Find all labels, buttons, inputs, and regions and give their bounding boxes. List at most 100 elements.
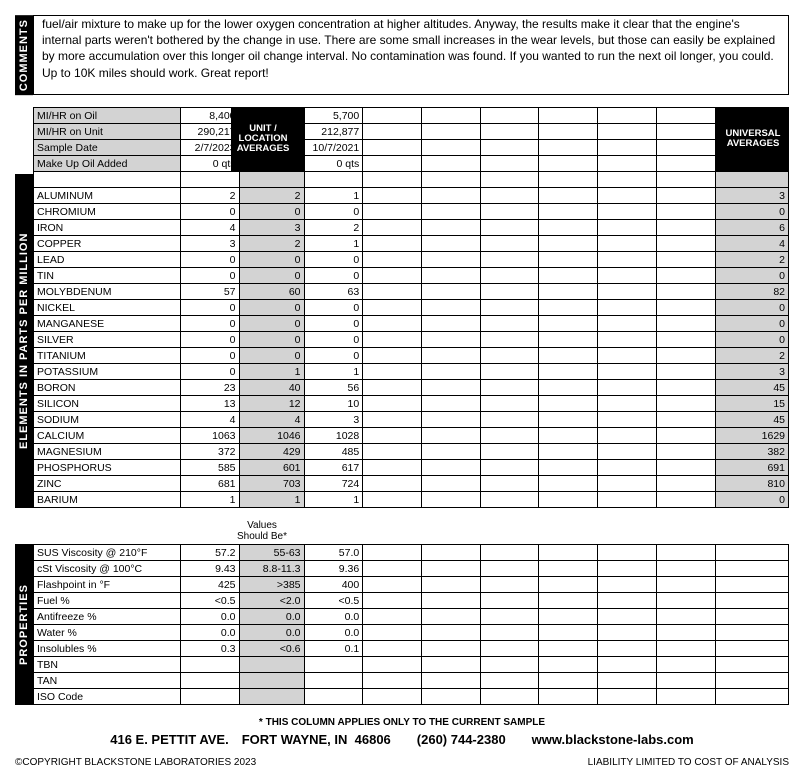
element-row: MANGANESE0000 (34, 316, 789, 332)
element-v1: 1 (180, 492, 239, 508)
element-name: CHROMIUM (34, 204, 181, 220)
element-row: TITANIUM0002 (34, 348, 789, 364)
element-row: BORON23405645 (34, 380, 789, 396)
property-avg: 8.8-11.3 (239, 561, 304, 577)
property-avg (239, 689, 304, 705)
element-v1: 0 (180, 204, 239, 220)
element-name: SILVER (34, 332, 181, 348)
property-v1 (180, 689, 239, 705)
element-name: ALUMINUM (34, 188, 181, 204)
element-v2: 0 (304, 348, 363, 364)
properties-table: SUS Viscosity @ 210°F57.255-6357.0cSt Vi… (33, 544, 789, 705)
element-avg: 0 (239, 332, 304, 348)
element-row: CHROMIUM0000 (34, 204, 789, 220)
element-avg: 2 (239, 188, 304, 204)
element-univ: 0 (715, 316, 788, 332)
element-univ: 0 (715, 268, 788, 284)
element-v2: 10 (304, 396, 363, 412)
comments-text: fuel/air mixture to make up for the lowe… (33, 15, 789, 95)
header-row-label: Make Up Oil Added (34, 156, 181, 172)
property-avg: 0.0 (239, 609, 304, 625)
element-avg: 2 (239, 236, 304, 252)
element-univ: 3 (715, 364, 788, 380)
element-avg: 60 (239, 284, 304, 300)
element-univ: 4 (715, 236, 788, 252)
element-row: MAGNESIUM372429485382 (34, 444, 789, 460)
property-row: Fuel %<0.5<2.0<0.5 (34, 593, 789, 609)
element-row: MOLYBDENUM57606382 (34, 284, 789, 300)
element-avg: 0 (239, 316, 304, 332)
property-avg (239, 673, 304, 689)
element-avg: 601 (239, 460, 304, 476)
property-v1: 0.3 (180, 641, 239, 657)
header-row-label: MI/HR on Unit (34, 124, 181, 140)
element-row: LEAD0002 (34, 252, 789, 268)
element-v2: 0 (304, 316, 363, 332)
element-avg: 0 (239, 348, 304, 364)
element-univ: 691 (715, 460, 788, 476)
property-row: Flashpoint in °F425>385400 (34, 577, 789, 593)
main-data-table: MI/HR on Oil8,4005,700MI/HR on Unit290,2… (33, 107, 789, 508)
unit-location-averages-header: UNIT / LOCATION AVERAGES (231, 107, 295, 171)
property-v2: 0.0 (304, 609, 363, 625)
element-row: COPPER3214 (34, 236, 789, 252)
element-avg: 429 (239, 444, 304, 460)
element-avg: 1 (239, 364, 304, 380)
element-name: POTASSIUM (34, 364, 181, 380)
property-name: Flashpoint in °F (34, 577, 181, 593)
element-univ: 0 (715, 300, 788, 316)
property-name: Water % (34, 625, 181, 641)
property-name: TBN (34, 657, 181, 673)
property-row: Insolubles %0.3<0.60.1 (34, 641, 789, 657)
property-v2 (304, 689, 363, 705)
property-row: ISO Code (34, 689, 789, 705)
element-avg: 3 (239, 220, 304, 236)
element-v1: 57 (180, 284, 239, 300)
element-avg: 0 (239, 252, 304, 268)
element-v2: 0 (304, 204, 363, 220)
element-v1: 23 (180, 380, 239, 396)
element-row: CALCIUM1063104610281629 (34, 428, 789, 444)
element-v2: 0 (304, 252, 363, 268)
property-v1: <0.5 (180, 593, 239, 609)
property-avg: >385 (239, 577, 304, 593)
element-v2: 1 (304, 236, 363, 252)
property-name: SUS Viscosity @ 210°F (34, 545, 181, 561)
element-row: ALUMINUM2213 (34, 188, 789, 204)
element-v2: 0 (304, 332, 363, 348)
element-v2: 1 (304, 492, 363, 508)
property-v1: 0.0 (180, 609, 239, 625)
element-name: TIN (34, 268, 181, 284)
element-v1: 0 (180, 268, 239, 284)
element-univ: 6 (715, 220, 788, 236)
element-v2: 63 (304, 284, 363, 300)
header-val-2: 5,700 (304, 108, 363, 124)
element-univ: 382 (715, 444, 788, 460)
property-v1: 57.2 (180, 545, 239, 561)
property-v2 (304, 657, 363, 673)
element-univ: 810 (715, 476, 788, 492)
element-univ: 45 (715, 380, 788, 396)
property-name: cSt Viscosity @ 100°C (34, 561, 181, 577)
element-v2: 1028 (304, 428, 363, 444)
element-row: SODIUM44345 (34, 412, 789, 428)
element-name: BORON (34, 380, 181, 396)
header-row-label: Sample Date (34, 140, 181, 156)
element-avg: 1 (239, 492, 304, 508)
element-univ: 45 (715, 412, 788, 428)
property-avg (239, 657, 304, 673)
property-row: SUS Viscosity @ 210°F57.255-6357.0 (34, 545, 789, 561)
property-v2: 0.0 (304, 625, 363, 641)
element-avg: 0 (239, 300, 304, 316)
element-v1: 3 (180, 236, 239, 252)
element-name: MANGANESE (34, 316, 181, 332)
element-name: BARIUM (34, 492, 181, 508)
element-row: POTASSIUM0113 (34, 364, 789, 380)
header-val-2: 0 qts (304, 156, 363, 172)
element-avg: 40 (239, 380, 304, 396)
property-v1 (180, 657, 239, 673)
liability-text: LIABILITY LIMITED TO COST OF ANALYSIS (588, 757, 789, 768)
element-row: NICKEL0000 (34, 300, 789, 316)
element-v2: 1 (304, 364, 363, 380)
element-univ: 2 (715, 252, 788, 268)
